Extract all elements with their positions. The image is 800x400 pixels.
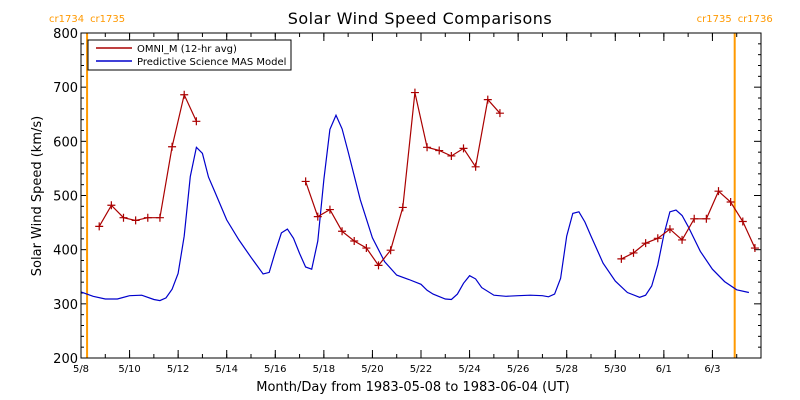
carrington-label-left: cr1734 [49,14,84,25]
omni-data-point [350,237,359,245]
omni-data-point [362,244,371,253]
y-tick-label: 300 [53,298,78,313]
omni-data-point [374,261,383,270]
carrington-markers: cr1734 cr1735 cr1735 cr1736 [49,14,773,358]
carrington-label-left: cr1735 [697,14,732,25]
legend: OMNI_M (12-hr avg) Predictive Science MA… [87,39,292,71]
omni-data-point [143,213,152,222]
x-tick-label: 5/16 [264,364,286,375]
series-layer [80,88,759,302]
omni-data-point [750,244,759,253]
omni-data-point [192,117,201,126]
omni-data-point [168,142,177,151]
x-tick-label: 5/22 [410,364,432,375]
axis-ticks: 200 300 400 500 600 700 800 5/8 5/10 5/12 5/14 5/16… [53,27,762,375]
x-tick-label: 5/18 [313,364,335,375]
omni-data-point [726,198,735,206]
omni-data-point [119,213,128,222]
omni-data-point [423,143,432,152]
omni-data-point [447,151,456,160]
omni-data-point [459,144,468,153]
omni-data-point [690,214,699,223]
omni-data-point [702,214,711,223]
x-tick-label: 5/10 [118,364,140,375]
x-tick-label: 5/28 [555,364,577,375]
omni-data-point [714,187,723,196]
y-tick-label: 600 [53,135,78,150]
omni-data-point [338,227,347,236]
omni-data-point [678,235,687,244]
y-tick-label: 200 [53,352,78,367]
legend-box [87,39,292,71]
legend-label-mas: Predictive Science MAS Model [137,57,286,68]
omni-data-point [641,239,650,248]
omni-data-point [617,254,626,263]
omni-data-point [483,95,492,104]
carrington-label-right: cr1735 [90,14,125,25]
omni-data-point [313,212,322,221]
omni-data-point [107,201,116,210]
y-tick-label: 400 [53,244,78,259]
omni-data-point [386,246,395,255]
x-tick-label: 5/20 [361,364,383,375]
omni-data-point [95,222,104,231]
omni-data-point [398,203,407,212]
series-line-omni [621,190,756,260]
y-tick-label: 500 [53,190,78,205]
omni-data-point [180,90,189,99]
x-tick-label: 5/26 [507,364,529,375]
omni-data-point [738,217,747,226]
x-tick-label: 5/12 [167,364,189,375]
series-line-mas-model [80,113,750,302]
omni-data-point [629,248,638,257]
x-tick-label: 5/14 [215,364,237,375]
legend-label-omni: OMNI_M (12-hr avg) [137,44,237,55]
y-axis-label: Solar Wind Speed (km/s) [30,116,45,276]
omni-data-point [435,146,444,155]
chart-title: Solar Wind Speed Comparisons [288,9,553,28]
x-tick-label: 5/8 [73,364,89,375]
omni-data-point [471,162,480,171]
x-tick-label: 6/3 [704,364,720,375]
x-tick-label: 5/24 [458,364,480,375]
omni-data-point [653,234,662,243]
omni-data-point [410,88,419,97]
omni-data-point [325,205,334,214]
x-tick-label: 6/1 [656,364,672,375]
y-tick-label: 700 [53,81,78,96]
omni-data-point [131,216,140,225]
x-tick-label: 5/30 [604,364,626,375]
y-tick-label: 800 [53,27,78,42]
omni-data-point [665,225,674,234]
plot-frame [80,32,762,359]
omni-data-point [155,213,164,222]
omni-data-point [301,177,310,186]
omni-data-point [495,109,504,118]
carrington-label-right: cr1736 [738,14,773,25]
x-axis-label: Month/Day from 1983-05-08 to 1983-06-04 … [256,380,569,395]
